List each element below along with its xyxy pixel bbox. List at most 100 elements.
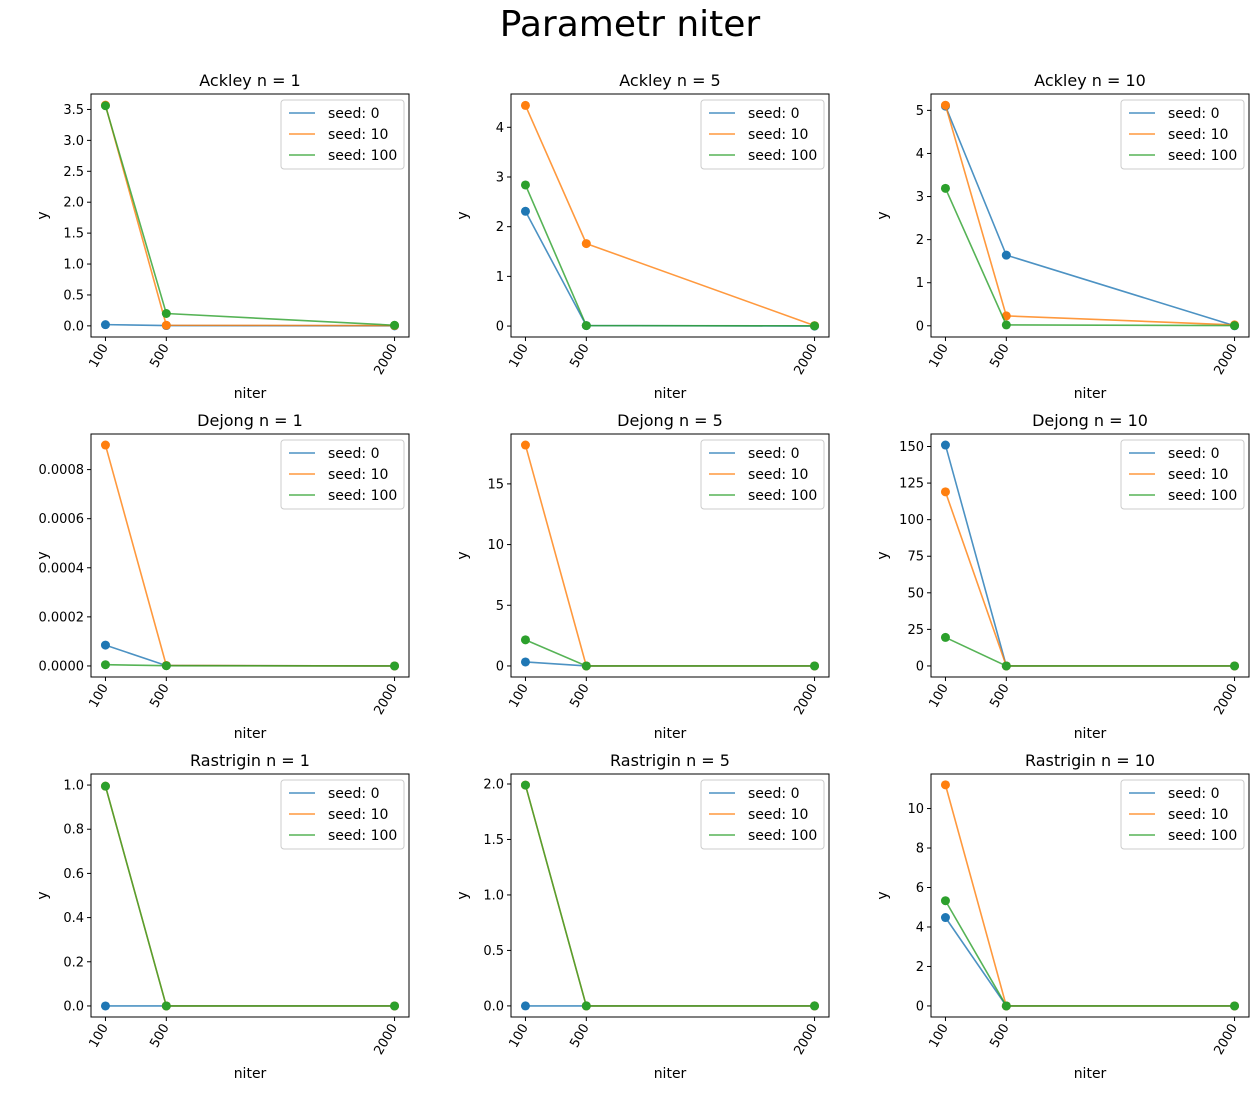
data-point bbox=[100, 1001, 110, 1011]
y-tick-label: 1.0 bbox=[483, 888, 504, 903]
y-tick-label: 0.0 bbox=[63, 319, 84, 334]
x-axis-label: niter bbox=[654, 1066, 687, 1082]
y-tick-label: 3.0 bbox=[63, 134, 84, 149]
subplot-title: Rastrigin n = 1 bbox=[190, 751, 310, 770]
subplot: Dejong n = 10 0 25 50 75 100 125 150 100 500 2000 n… bbox=[875, 411, 1250, 742]
legend-entry: seed: 10 bbox=[328, 807, 388, 823]
y-tick-label: 1.0 bbox=[63, 779, 84, 794]
y-tick-label: 8 bbox=[916, 842, 924, 857]
data-point bbox=[100, 101, 110, 111]
subplot: Dejong n = 1 0.0000 0.0002 0.0004 0.0006 0.00… bbox=[35, 411, 410, 742]
data-point bbox=[810, 1001, 820, 1011]
y-tick-label: 5 bbox=[916, 104, 924, 119]
plot-frame bbox=[90, 93, 410, 338]
subplot: Rastrigin n = 10 0 2 4 6 8 10 100 500 2000 niter y s… bbox=[875, 751, 1250, 1082]
data-point bbox=[581, 1001, 591, 1011]
y-tick-label: 2 bbox=[916, 233, 924, 248]
data-point bbox=[520, 100, 530, 110]
series-line bbox=[944, 900, 1235, 1007]
series-line bbox=[524, 210, 815, 327]
legend-box bbox=[280, 439, 405, 510]
y-tick-label: 1 bbox=[496, 270, 504, 285]
data-point bbox=[940, 913, 950, 923]
y-tick-label: 10 bbox=[907, 802, 924, 817]
legend-entry: seed: 10 bbox=[1168, 127, 1228, 143]
legend-entry: seed: 100 bbox=[1168, 488, 1237, 504]
x-tick-label: 100 bbox=[87, 682, 112, 711]
y-tick-label: 0 bbox=[496, 320, 504, 335]
legend-entry: seed: 100 bbox=[748, 488, 817, 504]
x-tick-label: 100 bbox=[927, 342, 952, 371]
plot-frame bbox=[930, 93, 1250, 338]
y-tick-label: 4 bbox=[916, 920, 924, 935]
y-axis-label: y bbox=[875, 891, 891, 899]
figure-title: Parametr niter bbox=[499, 4, 761, 45]
data-point bbox=[1001, 1001, 1011, 1011]
legend: seed: 0 seed: 10 seed: 100 bbox=[700, 99, 825, 170]
plot-frame bbox=[930, 773, 1250, 1018]
legend-box bbox=[700, 99, 825, 170]
legend-box bbox=[280, 99, 405, 170]
data-point bbox=[520, 635, 530, 645]
y-axis-label: y bbox=[35, 891, 51, 899]
legend: seed: 0 seed: 10 seed: 100 bbox=[700, 439, 825, 510]
y-tick-label: 1.5 bbox=[483, 833, 504, 848]
data-point bbox=[161, 1001, 171, 1011]
legend-entry: seed: 10 bbox=[1168, 807, 1228, 823]
x-tick-label: 100 bbox=[507, 342, 532, 371]
plot-frame bbox=[930, 433, 1250, 678]
x-tick-label: 100 bbox=[87, 342, 112, 371]
x-tick-label: 2000 bbox=[1211, 342, 1241, 378]
subplot: Rastrigin n = 5 0.0 0.5 1.0 1.5 2.0 100 500 2000… bbox=[455, 751, 830, 1082]
x-tick-label: 500 bbox=[567, 1022, 592, 1051]
y-tick-label: 0 bbox=[496, 659, 504, 674]
plot-frame bbox=[510, 93, 830, 338]
x-tick-label: 500 bbox=[987, 1022, 1012, 1051]
legend: seed: 0 seed: 10 seed: 100 bbox=[1120, 99, 1245, 170]
legend-entry: seed: 10 bbox=[328, 467, 388, 483]
data-point bbox=[1230, 321, 1240, 331]
subplot-title: Dejong n = 5 bbox=[617, 411, 723, 430]
subplot-title: Rastrigin n = 10 bbox=[1025, 751, 1155, 770]
y-tick-label: 2.0 bbox=[63, 196, 84, 211]
x-tick-label: 2000 bbox=[1211, 1022, 1241, 1058]
plot-frame bbox=[90, 773, 410, 1018]
legend-entry: seed: 100 bbox=[328, 148, 397, 164]
data-point bbox=[810, 321, 820, 331]
series-line bbox=[944, 491, 1235, 667]
y-tick-label: 6 bbox=[916, 881, 924, 896]
y-tick-label: 0 bbox=[916, 319, 924, 334]
data-point bbox=[940, 487, 950, 497]
y-tick-label: 2.0 bbox=[483, 777, 504, 792]
data-point bbox=[810, 661, 820, 671]
subplot: Ackley n = 1 0.0 0.5 1.0 1.5 2.0 2.5 3.0 3.5 100 5… bbox=[35, 71, 410, 402]
y-tick-label: 125 bbox=[899, 477, 924, 492]
data-point bbox=[1001, 250, 1011, 260]
x-tick-label: 500 bbox=[147, 1022, 172, 1051]
x-axis-label: niter bbox=[1074, 726, 1107, 742]
data-point bbox=[520, 206, 530, 216]
series-line bbox=[945, 636, 1235, 667]
x-axis-label: niter bbox=[654, 386, 687, 402]
data-point bbox=[940, 780, 950, 790]
y-tick-label: 2 bbox=[916, 960, 924, 975]
data-point bbox=[161, 309, 171, 319]
legend: seed: 0 seed: 10 seed: 100 bbox=[1120, 439, 1245, 510]
y-tick-label: 0.0 bbox=[63, 999, 84, 1014]
legend-entry: seed: 0 bbox=[748, 786, 799, 802]
x-tick-label: 500 bbox=[987, 682, 1012, 711]
legend-box bbox=[1120, 779, 1245, 850]
data-point bbox=[100, 781, 110, 791]
x-axis-label: niter bbox=[1074, 386, 1107, 402]
y-tick-label: 0.0006 bbox=[39, 512, 85, 527]
y-tick-label: 0.0002 bbox=[39, 610, 85, 625]
data-point bbox=[520, 180, 530, 190]
subplot: Rastrigin n = 1 0.0 0.2 0.4 0.6 0.8 1.0 100 500 2… bbox=[35, 751, 410, 1082]
y-tick-label: 3.5 bbox=[63, 103, 84, 118]
data-point bbox=[100, 640, 110, 650]
y-tick-label: 1.5 bbox=[63, 227, 84, 242]
y-tick-label: 0 bbox=[916, 659, 924, 674]
y-axis-label: y bbox=[875, 551, 891, 559]
y-tick-label: 0 bbox=[916, 999, 924, 1014]
y-tick-label: 5 bbox=[496, 599, 504, 614]
